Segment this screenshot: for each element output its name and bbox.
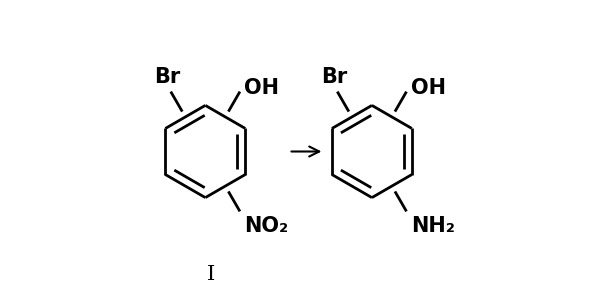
Text: NO₂: NO₂ — [244, 216, 288, 236]
Text: NH₂: NH₂ — [411, 216, 455, 236]
Text: I: I — [207, 265, 216, 285]
Text: OH: OH — [244, 78, 279, 98]
Text: Br: Br — [321, 67, 347, 87]
Text: Br: Br — [154, 67, 181, 87]
Text: OH: OH — [411, 78, 446, 98]
